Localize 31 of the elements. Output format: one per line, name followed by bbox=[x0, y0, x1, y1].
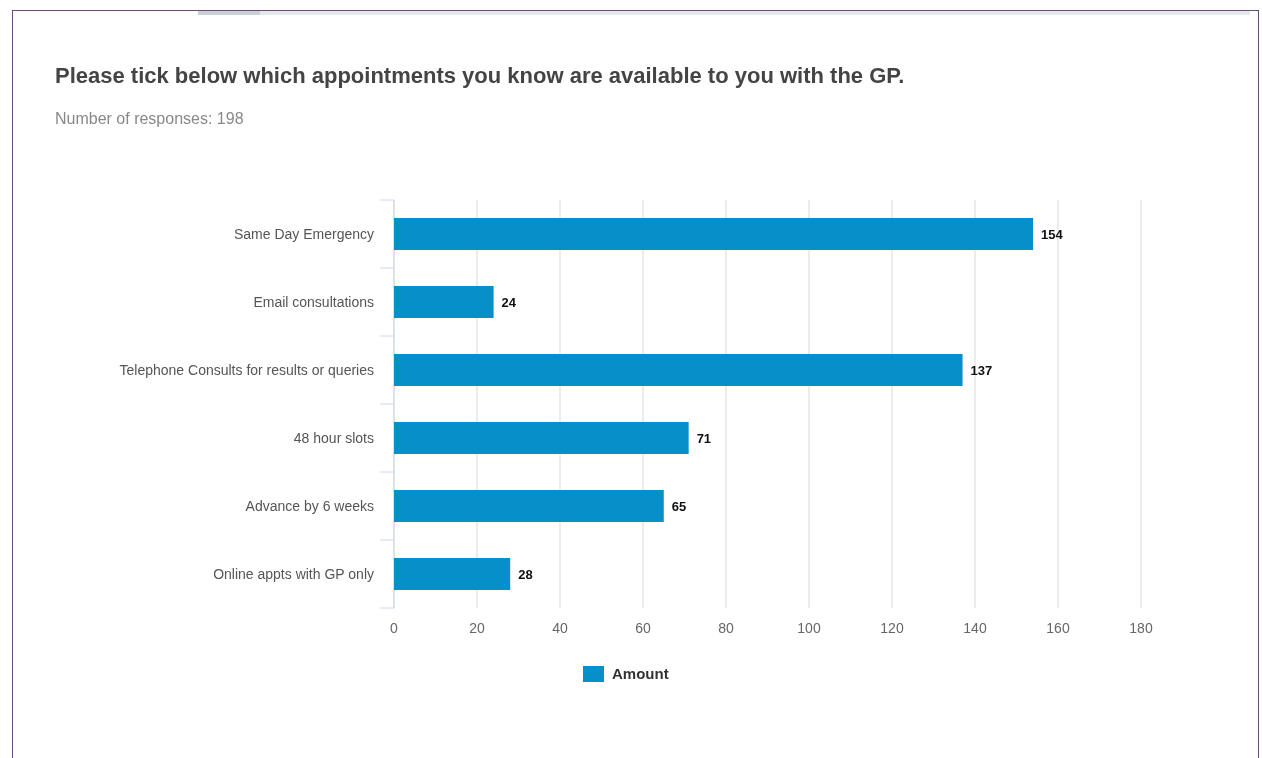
y-tick-label: Telephone Consults for results or queries bbox=[119, 361, 374, 378]
y-tick-label: Email consultations bbox=[253, 293, 374, 310]
bar bbox=[394, 218, 1034, 250]
bar bbox=[394, 422, 689, 454]
y-tick-label: Same Day Emergency bbox=[233, 225, 374, 242]
x-tick-label: 120 bbox=[880, 620, 904, 636]
data-label: 24 bbox=[501, 294, 517, 310]
bar bbox=[394, 558, 511, 590]
x-tick-label: 80 bbox=[718, 620, 734, 636]
x-tick-label: 40 bbox=[552, 620, 568, 636]
y-tick-label: 48 hour slots bbox=[293, 429, 374, 446]
x-tick-label: 140 bbox=[963, 620, 987, 636]
x-tick-label: 20 bbox=[469, 620, 485, 636]
bar bbox=[394, 490, 664, 522]
legend-label: Amount bbox=[612, 665, 669, 683]
bar bbox=[394, 354, 963, 386]
data-label: 154 bbox=[1041, 226, 1064, 242]
chart-title: Please tick below which appointments you know are available to you with the GP. bbox=[55, 63, 905, 88]
x-tick-label: 0 bbox=[390, 620, 399, 636]
x-tick-label: 180 bbox=[1129, 620, 1153, 636]
y-tick-label: Online appts with GP only bbox=[213, 565, 374, 582]
y-tick-label: Advance by 6 weeks bbox=[245, 497, 374, 514]
data-label: 137 bbox=[970, 362, 993, 378]
x-tick-label: 160 bbox=[1046, 620, 1070, 636]
x-tick-label: 100 bbox=[797, 620, 821, 636]
x-tick-label: 60 bbox=[635, 620, 651, 636]
data-label: 71 bbox=[696, 430, 712, 446]
text: Number of responses: 198 bbox=[55, 110, 244, 127]
data-label: 28 bbox=[518, 566, 533, 582]
data-label: 65 bbox=[671, 498, 687, 514]
bar bbox=[394, 286, 494, 318]
